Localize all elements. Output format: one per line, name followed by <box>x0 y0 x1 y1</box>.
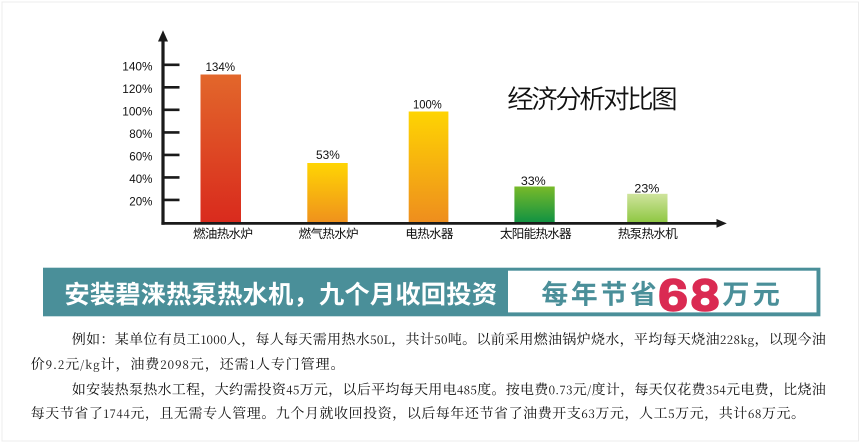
svg-text:140%: 140% <box>122 60 153 74</box>
svg-text:80%: 80% <box>129 127 153 141</box>
svg-text:100%: 100% <box>122 105 153 119</box>
svg-text:60%: 60% <box>129 150 153 164</box>
svg-text:120%: 120% <box>122 82 153 96</box>
svg-text:33%: 33% <box>521 174 546 188</box>
svg-text:53%: 53% <box>316 148 340 162</box>
svg-text:100%: 100% <box>413 98 442 112</box>
svg-text:23%: 23% <box>634 181 659 195</box>
svg-text:20%: 20% <box>129 195 153 209</box>
svg-text:134%: 134% <box>205 60 235 74</box>
svg-text:40%: 40% <box>129 172 153 186</box>
